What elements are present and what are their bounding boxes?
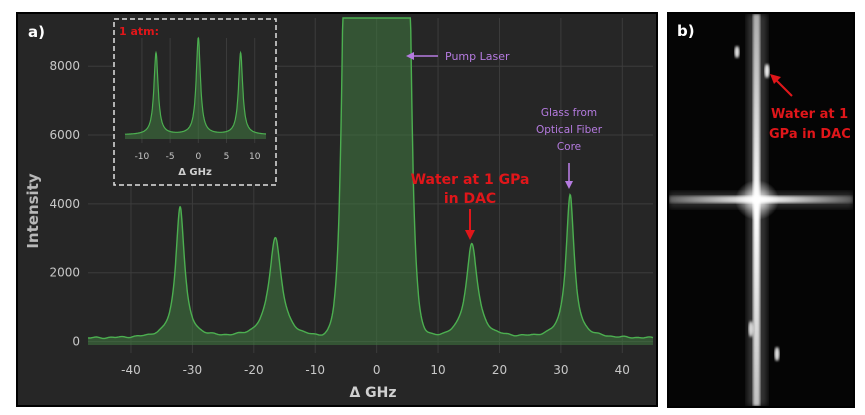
y-tick-label: 4000 xyxy=(49,197,80,211)
y-tick-labels: 0 2000 4000 6000 8000 xyxy=(49,59,80,348)
pump-laser-annotation: Pump Laser xyxy=(406,50,510,63)
y-tick-label: 8000 xyxy=(49,59,80,73)
y-tick-label: 6000 xyxy=(49,128,80,142)
x-tick-label: 20 xyxy=(492,363,507,377)
inset-x-tick-labels: -10 -5 0 5 10 xyxy=(135,152,261,162)
y-tick-label: 0 xyxy=(72,335,80,349)
x-tick-labels: -40 -30 -20 -10 0 10 20 30 40 xyxy=(121,363,630,377)
pump-laser-label: Pump Laser xyxy=(445,50,510,63)
water-signal-spot xyxy=(764,64,770,78)
upper-left-spot xyxy=(734,46,740,58)
x-tick-label: 10 xyxy=(430,363,445,377)
x-tick-label: -30 xyxy=(183,363,203,377)
spectrum-panel: 0 2000 4000 6000 8000 -40 -30 -20 -10 0 10 20 30 40 … xyxy=(16,12,658,407)
glass-label-line2: Optical Fiber xyxy=(536,124,603,136)
y-axis-label: Intensity xyxy=(24,173,42,249)
panel-b-letter: b) xyxy=(677,22,695,40)
inset-x-axis-label: Δ GHz xyxy=(178,167,212,178)
inset-trace-layer xyxy=(124,36,266,143)
water-annotation: Water at 1 GPa in DAC xyxy=(411,172,530,240)
glass-annotation: Glass from Optical Fiber Core xyxy=(536,107,603,189)
x-tick-label: 40 xyxy=(615,363,630,377)
arrow-left-icon xyxy=(406,52,414,60)
inset-x-tick-label: -10 xyxy=(135,152,150,162)
inset-x-tick-label: -5 xyxy=(166,152,175,162)
arrow-down-icon xyxy=(565,181,573,189)
glass-label-line3: Core xyxy=(557,141,581,153)
x-tick-label: 30 xyxy=(553,363,568,377)
x-tick-label: -40 xyxy=(121,363,141,377)
x-tick-label: -10 xyxy=(305,363,325,377)
inset-spectrum-trace xyxy=(124,36,266,135)
x-axis-label: Δ GHz xyxy=(349,385,396,401)
panel-a-letter: a) xyxy=(28,23,45,41)
water-arrow-shaft xyxy=(774,78,793,97)
water-label-line2: in DAC xyxy=(444,191,496,207)
inset-x-tick-label: 0 xyxy=(195,152,201,162)
water-label-b-line2: GPa in DAC xyxy=(769,127,851,142)
center-glow xyxy=(735,180,779,220)
spectrum-trace-layer xyxy=(88,17,654,345)
camera-image-panel: Water at 1 GPa in DAC b) xyxy=(667,12,855,408)
inset-x-tick-label: 5 xyxy=(224,152,230,162)
water-label-line1: Water at 1 GPa xyxy=(411,172,530,188)
x-tick-label: -20 xyxy=(244,363,264,377)
inset-label: 1 atm: xyxy=(119,25,159,38)
water-label-b-line1: Water at 1 xyxy=(771,107,848,122)
arrow-up-left-icon xyxy=(770,74,781,84)
lower-right-spot xyxy=(774,347,780,361)
x-tick-label: 0 xyxy=(373,363,381,377)
arrow-down-icon xyxy=(465,230,475,240)
inset-chart: 1 atm: -10 -5 0 5 10 Δ GHz xyxy=(113,18,277,186)
glass-label-line1: Glass from xyxy=(541,107,597,119)
spectrum-fill xyxy=(88,18,653,345)
camera-image: Water at 1 GPa in DAC xyxy=(669,14,853,406)
spectrum-trace xyxy=(88,17,654,340)
y-tick-label: 2000 xyxy=(49,266,80,280)
lower-left-spot xyxy=(748,321,754,337)
inset-x-tick-label: 10 xyxy=(249,152,261,162)
